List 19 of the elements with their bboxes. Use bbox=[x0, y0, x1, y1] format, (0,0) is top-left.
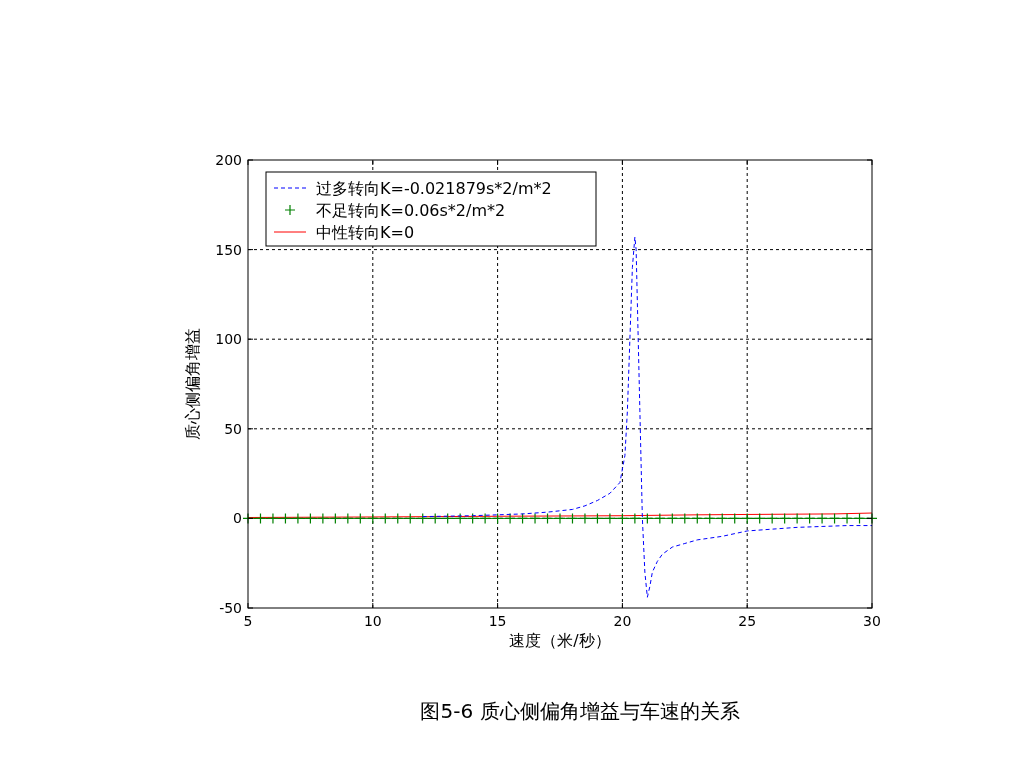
y-axis-title: 质心侧偏角增益 bbox=[183, 328, 202, 440]
legend-label: 不足转向K=0.06s*2/m*2 bbox=[316, 201, 506, 220]
x-axis-title: 速度（米/秒） bbox=[509, 631, 611, 650]
x-tick-label: 25 bbox=[738, 613, 757, 629]
legend-label: 中性转向K=0 bbox=[316, 223, 415, 242]
x-tick-label: 30 bbox=[863, 613, 881, 629]
x-tick-label: 5 bbox=[243, 613, 253, 629]
y-tick-label: 50 bbox=[224, 420, 242, 437]
y-tick-label: 0 bbox=[233, 510, 242, 527]
y-tick-label: 150 bbox=[215, 241, 242, 258]
x-tick-label: 10 bbox=[363, 613, 382, 629]
x-tick-label: 15 bbox=[488, 613, 507, 629]
x-tick-label: 20 bbox=[613, 613, 632, 629]
y-tick-label: -50 bbox=[219, 600, 242, 616]
legend-label: 过多转向K=-0.021879s*2/m*2 bbox=[316, 179, 552, 198]
y-tick-label: 100 bbox=[215, 331, 242, 348]
line-series bbox=[422, 236, 873, 598]
y-tick-label: 200 bbox=[215, 152, 242, 168]
text: 图5-6 质心侧偏角增益与车速的关系 bbox=[420, 699, 740, 723]
